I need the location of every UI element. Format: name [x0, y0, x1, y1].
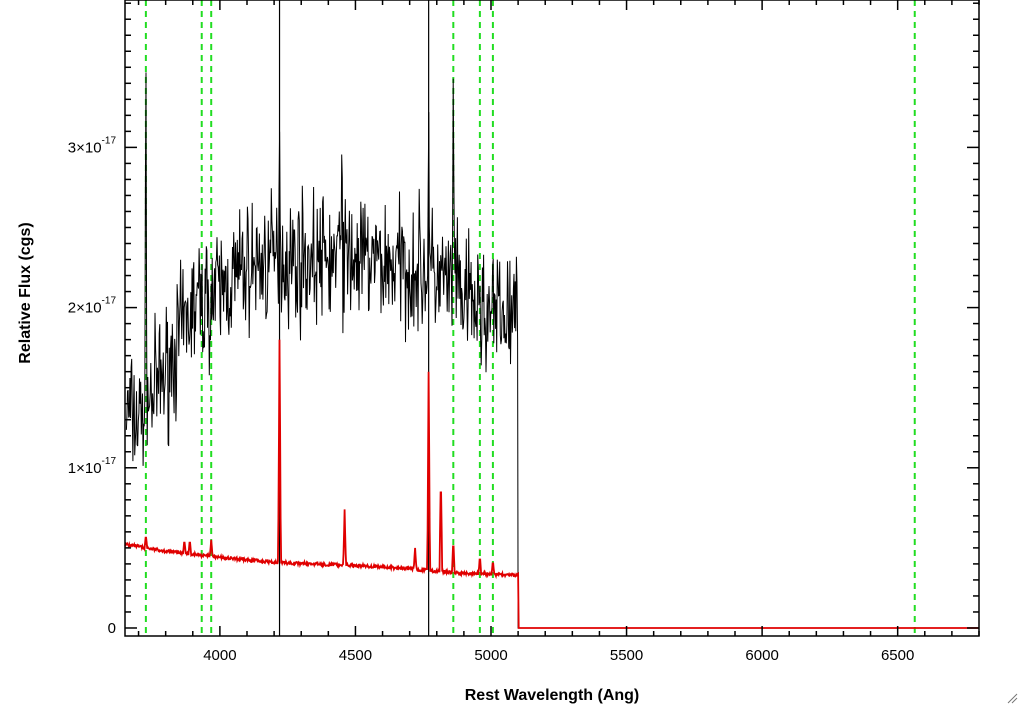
- x-tick-label: 4000: [203, 647, 236, 664]
- series-model-line: [124, 339, 979, 629]
- x-tick-label: 6500: [881, 647, 914, 664]
- x-tick-label: 5500: [610, 647, 643, 664]
- y-tick-label: 2×10-17: [68, 296, 117, 317]
- y-tick-label: 3×10-17: [68, 135, 117, 156]
- plot-frame: [124, 0, 980, 637]
- series-observed-line: [125, 72, 979, 629]
- series-layer: [124, 72, 979, 629]
- resize-grip-icon[interactable]: [1006, 692, 1018, 704]
- axis-ticks: [125, 0, 980, 636]
- y-tick-labels: 0 1×10-17 2×10-17 3×10-17: [68, 135, 117, 637]
- y-axis-title: Relative Flux (cgs): [17, 222, 34, 363]
- x-tick-labels: 4000 4500 5000 5500 6000 6500: [203, 647, 914, 664]
- x-tick-label: 5000: [474, 647, 507, 664]
- x-tick-label: 4500: [339, 647, 372, 664]
- x-tick-label: 6000: [745, 647, 778, 664]
- y-tick-label: 0: [108, 620, 116, 637]
- y-tick-label: 1×10-17: [68, 456, 117, 477]
- x-axis-title: Rest Wavelength (Ang): [465, 687, 640, 704]
- reference-lines: [144, 0, 916, 636]
